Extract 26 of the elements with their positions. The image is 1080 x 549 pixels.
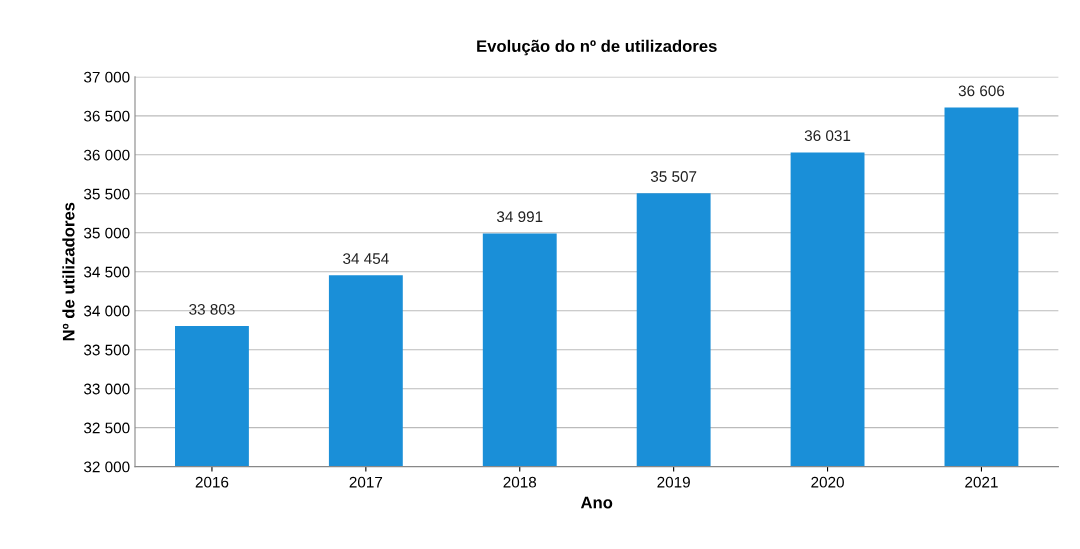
y-tick-label: 36 500 xyxy=(84,110,130,122)
x-tick-label: 2021 xyxy=(965,476,998,488)
y-tick-label: 33 000 xyxy=(84,383,130,395)
x-tick-label: 2020 xyxy=(811,476,844,488)
y-tick-label: 34 000 xyxy=(84,305,130,317)
x-axis-title: Ano xyxy=(580,496,613,509)
y-tick-label: 36 000 xyxy=(84,149,130,161)
y-tick-label: 32 000 xyxy=(84,461,130,473)
y-tick-label: 33 500 xyxy=(84,344,130,356)
data-label: 34 991 xyxy=(496,211,543,223)
y-axis-title: Nº de utilizadores xyxy=(62,202,75,341)
data-label: 36 031 xyxy=(804,130,851,142)
y-tick-label: 37 000 xyxy=(84,71,130,83)
data-label: 33 803 xyxy=(189,303,235,315)
y-tick-label: 35 000 xyxy=(84,227,130,239)
chart-title: Evolução do nº de utilizadores xyxy=(477,39,717,56)
x-tick-label: 2016 xyxy=(195,476,229,488)
x-tick-label: 2019 xyxy=(657,476,690,488)
data-label: 34 454 xyxy=(343,253,389,264)
data-label: 35 507 xyxy=(650,171,697,182)
y-tick-label: 35 500 xyxy=(84,188,130,200)
data-label: 36 606 xyxy=(958,85,1005,97)
x-tick-label: 2017 xyxy=(349,476,383,488)
y-tick-label: 32 500 xyxy=(84,422,130,434)
x-tick-label: 2018 xyxy=(503,476,537,488)
y-tick-label: 34 500 xyxy=(84,266,130,278)
